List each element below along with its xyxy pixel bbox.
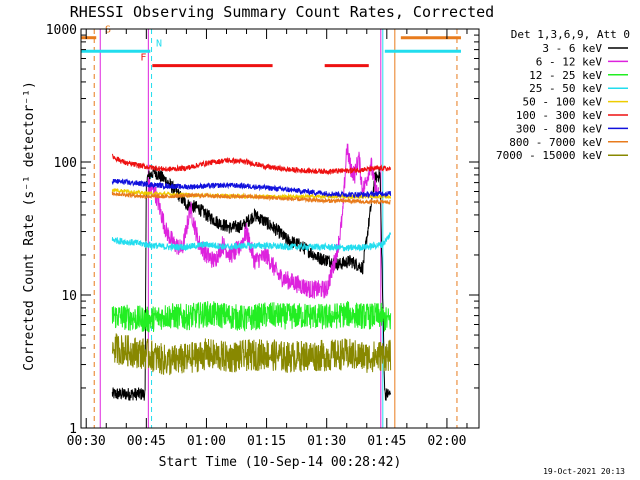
series-line bbox=[111, 232, 392, 252]
legend-label: 300 - 800 keV bbox=[516, 122, 602, 135]
x-tick-label: 00:45 bbox=[127, 434, 166, 449]
flag-bars: S NF bbox=[81, 25, 461, 68]
series-line bbox=[147, 143, 380, 299]
timestamp: 19-Oct-2021 20:13 bbox=[543, 467, 625, 476]
axes: 1 10 100 1000 00:30 00:45 01:00 01:15 01:30 01:45… bbox=[46, 23, 480, 449]
flag-label: N bbox=[156, 38, 162, 49]
x-tick-label: 01:00 bbox=[187, 434, 226, 449]
legend-label: 6 - 12 keV bbox=[536, 55, 603, 68]
plot-frame bbox=[80, 28, 480, 429]
y-tick-label: 1000 bbox=[46, 23, 77, 38]
x-tick-label: 00:30 bbox=[67, 434, 106, 449]
legend-label: 100 - 300 keV bbox=[516, 109, 602, 122]
legend-label: 800 - 7000 keV bbox=[509, 136, 602, 149]
legend-label: 12 - 25 keV bbox=[529, 69, 602, 82]
series-line bbox=[111, 166, 392, 401]
y-axis-label: Corrected Count Rate (s⁻¹ detector⁻¹) bbox=[22, 81, 37, 371]
y-tick-label: 10 bbox=[61, 289, 77, 304]
series-line bbox=[111, 178, 392, 199]
x-axis-label: Start Time (10-Sep-14 00:28:42) bbox=[159, 455, 402, 470]
series-line bbox=[111, 333, 392, 376]
x-tick-label: 01:30 bbox=[307, 434, 346, 449]
legend-label: 7000 - 15000 keV bbox=[496, 149, 602, 162]
series-layer bbox=[111, 143, 392, 401]
x-tick-label: 02:00 bbox=[427, 434, 466, 449]
x-tick-label: 01:15 bbox=[247, 434, 286, 449]
chart-title: RHESSI Observing Summary Count Rates, Co… bbox=[70, 3, 494, 21]
flag-label: F bbox=[140, 53, 146, 64]
y-tick-label: 1 bbox=[69, 422, 77, 437]
legend-label: 25 - 50 keV bbox=[529, 82, 602, 95]
flag-label: S bbox=[105, 25, 111, 36]
legend-label: 50 - 100 keV bbox=[523, 96, 603, 109]
legend-title: Det 1,3,6,9, Att 0 bbox=[511, 28, 630, 41]
series-line bbox=[111, 191, 391, 205]
legend-label: 3 - 6 keV bbox=[542, 42, 602, 55]
x-tick-label: 01:45 bbox=[367, 434, 406, 449]
series-line bbox=[111, 153, 392, 176]
y-tick-label: 100 bbox=[54, 156, 77, 171]
series-line bbox=[111, 300, 392, 333]
